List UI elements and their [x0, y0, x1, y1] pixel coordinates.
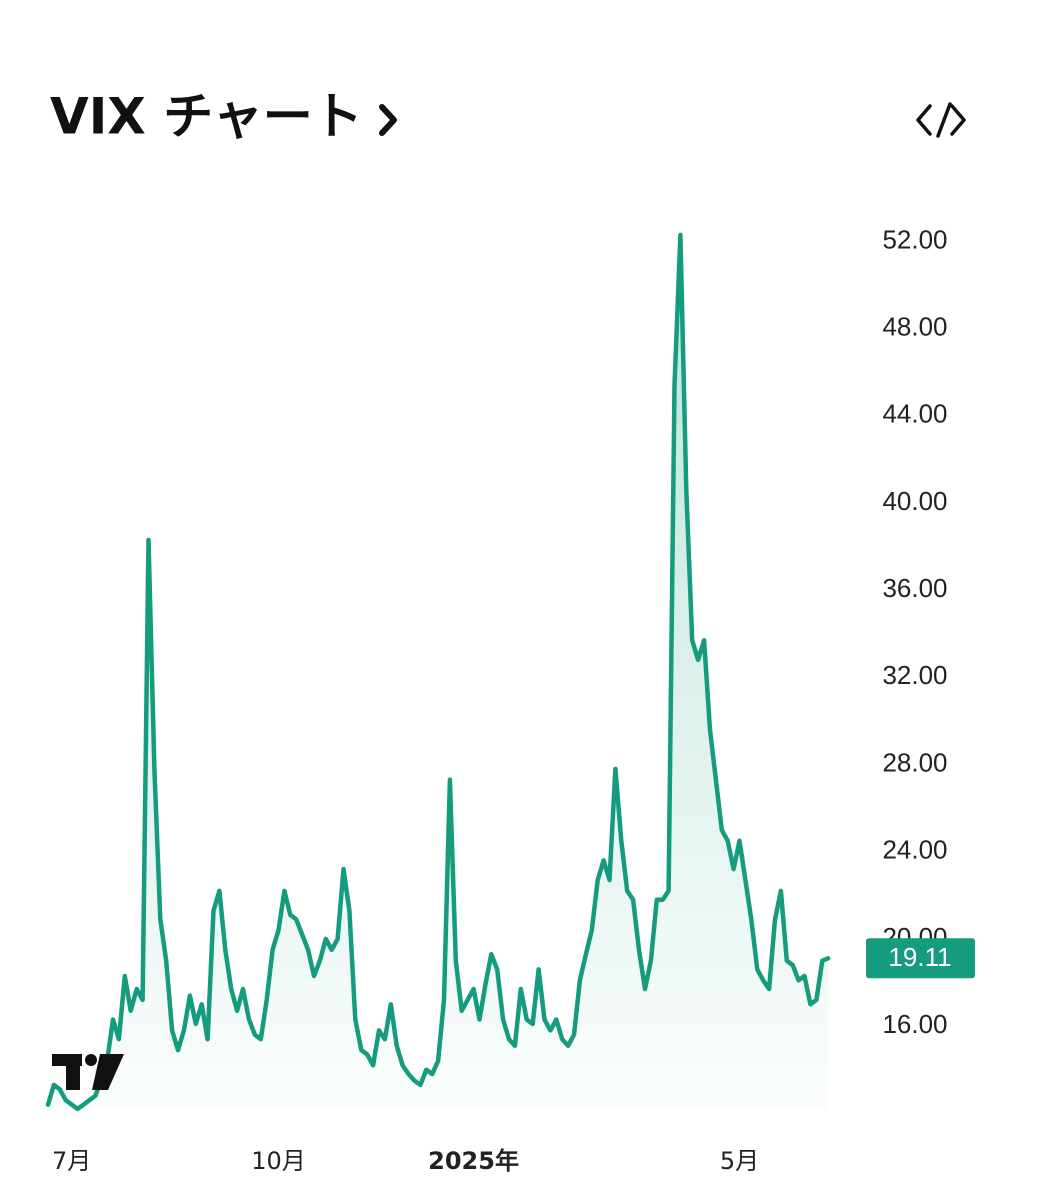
y-tick-label: 24.00: [882, 835, 947, 865]
y-tick-label: 36.00: [882, 573, 947, 603]
last-value-label: 19.11: [888, 942, 951, 972]
area: [48, 234, 829, 1110]
logo: [52, 1054, 124, 1090]
y-tick-label: 52.00: [882, 224, 947, 254]
line: [45, 232, 831, 1112]
y-tick-label: 40.00: [882, 486, 947, 516]
plot-area: [45, 232, 831, 1112]
last-value-badge: [866, 938, 975, 979]
y-tick-label: 44.00: [882, 399, 947, 429]
y-tick-label: 16.00: [882, 1009, 947, 1039]
x-tick-label: 5月: [720, 1147, 759, 1175]
y-tick-label: 28.00: [882, 747, 947, 777]
chart-title: VIX チャート: [50, 88, 363, 146]
title-chevron[interactable]: [379, 104, 397, 136]
y-tick-label: 48.00: [882, 311, 947, 341]
embed-icon[interactable]: [916, 102, 966, 138]
x-tick-label: 10月: [251, 1147, 306, 1175]
y-tick-label: 32.00: [882, 660, 947, 690]
x-tick-label: 7月: [52, 1147, 91, 1175]
x-tick-label: 2025年: [428, 1147, 519, 1175]
